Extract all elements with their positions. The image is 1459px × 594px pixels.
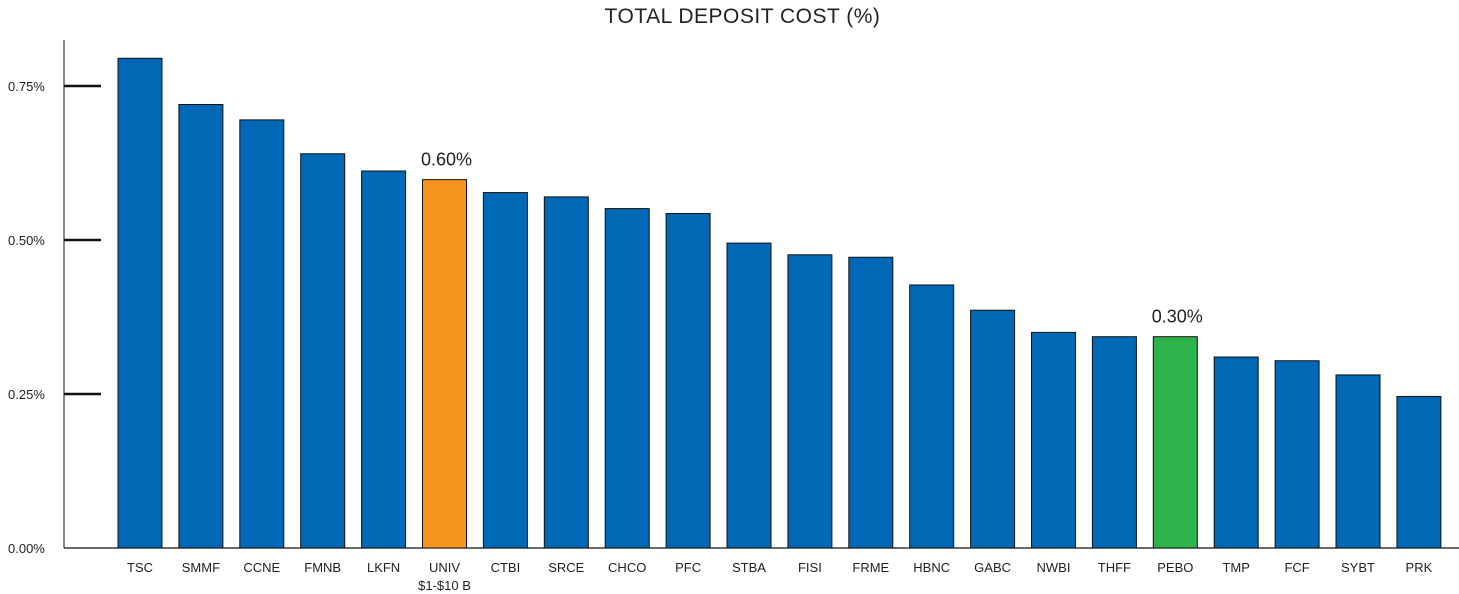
chart-labels: TSC SMMF CCNE FMNB LKFN UNIV $1-$10 B 0.60% CTBI… (127, 150, 1433, 593)
x-tick-label: FRME (852, 560, 889, 575)
bar-hbnc (909, 284, 955, 549)
x-tick-label: HBNC (913, 560, 950, 575)
bar-lkfn (361, 170, 407, 549)
data-label: 0.30% (1152, 307, 1203, 327)
bar-fmnb (300, 153, 346, 549)
x-tick-label: FCF (1284, 560, 1309, 575)
x-tick-sublabel: $1-$10 B (418, 578, 471, 593)
bar-stba (726, 242, 772, 549)
x-tick-label: GABC (974, 560, 1011, 575)
x-tick-label: CTBI (491, 560, 521, 575)
bar-nwbi (1031, 331, 1076, 549)
y-tick-label: 0.25% (8, 387, 45, 402)
data-label: 0.60% (421, 150, 472, 170)
x-tick-label: SYBT (1341, 560, 1375, 575)
x-tick-label: NWBI (1037, 560, 1071, 575)
bar-gabc (970, 309, 1016, 549)
x-tick-label: THFF (1098, 560, 1131, 575)
x-tick-label: CHCO (608, 560, 646, 575)
bar-pebo (1152, 336, 1198, 549)
x-tick-label: FISI (798, 560, 822, 575)
bar-ccne (239, 119, 285, 549)
y-tick-label: 0.50% (8, 233, 45, 248)
x-tick-label: PFC (675, 560, 701, 575)
bar-tsc (117, 57, 163, 549)
x-tick-label: TSC (127, 560, 153, 575)
x-tick-label: PEBO (1157, 560, 1193, 575)
bar-ctbi (482, 192, 528, 549)
x-tick-label: UNIV (429, 560, 460, 575)
bar-tmp (1213, 356, 1259, 549)
x-tick-label: FMNB (304, 560, 341, 575)
bar-pfc (665, 213, 711, 549)
y-tick-label: 0.00% (8, 541, 45, 556)
bar-chco (604, 208, 650, 549)
chart-bars (117, 57, 1442, 549)
chart-title: TOTAL DEPOSIT COST (%) (604, 5, 881, 28)
x-tick-label: SRCE (548, 560, 584, 575)
bar-univ (422, 179, 467, 549)
bar-fcf (1274, 360, 1320, 549)
bar-fisi (787, 254, 833, 549)
bar-prk (1396, 395, 1442, 549)
x-tick-label: PRK (1406, 560, 1433, 575)
bar-smmf (178, 103, 224, 549)
x-tick-label: SMMF (182, 560, 220, 575)
bar-thff (1091, 336, 1137, 549)
bar-sybt (1335, 374, 1381, 549)
x-tick-label: LKFN (367, 560, 400, 575)
bar-srce (543, 196, 589, 549)
x-tick-label: TMP (1222, 560, 1249, 575)
bar-frme (848, 256, 894, 549)
x-tick-label: CCNE (243, 560, 280, 575)
y-tick-label: 0.75% (8, 79, 45, 94)
x-tick-label: STBA (732, 560, 766, 575)
